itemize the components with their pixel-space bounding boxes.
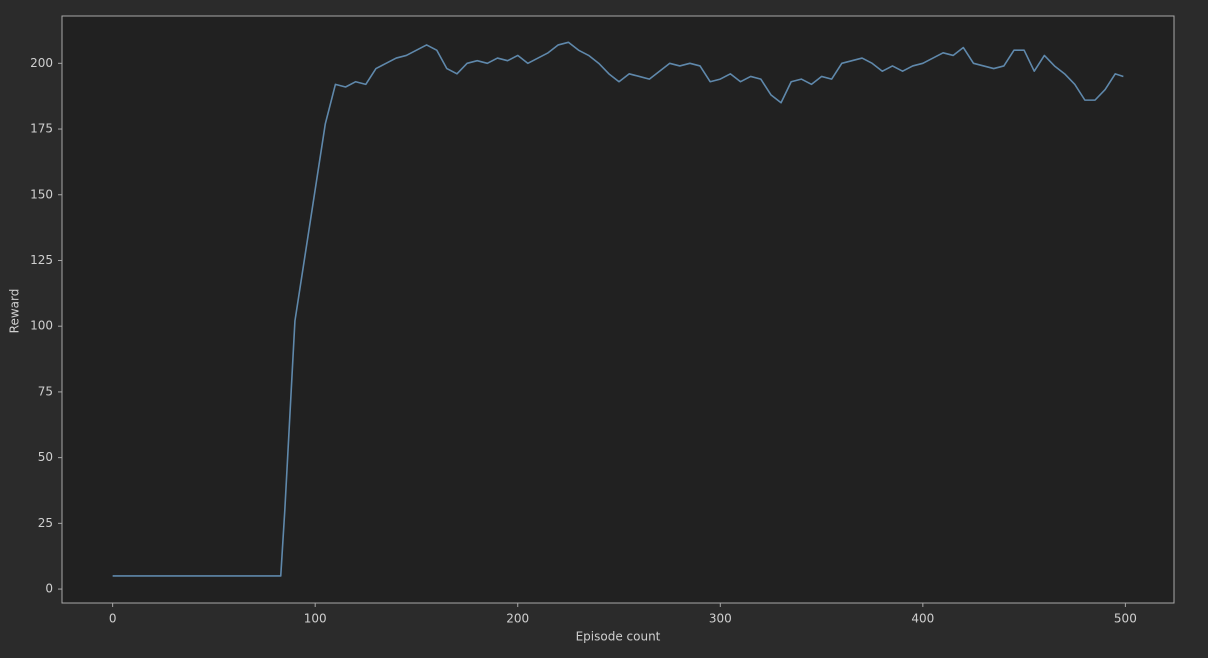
y-tick-label: 125 (30, 253, 53, 267)
y-tick-label: 175 (30, 122, 53, 136)
y-tick-label: 50 (38, 450, 53, 464)
line (112, 41, 1124, 577)
x-axis-label: Episode count (576, 630, 661, 644)
x-tick-label: 300 (709, 612, 732, 626)
y-tick-label: 0 (45, 582, 53, 596)
x-tick-label: 0 (109, 612, 117, 626)
y-tick-label: 75 (38, 384, 53, 398)
x-tick-label: 400 (911, 612, 934, 626)
x-tick-label: 100 (304, 612, 327, 626)
y-tick-label: 150 (30, 187, 53, 201)
y-tick-label: 200 (30, 56, 53, 70)
y-tick-label: 100 (30, 319, 53, 333)
x-tick-label: 500 (1114, 612, 1137, 626)
y-tick-label: 25 (38, 516, 53, 530)
plot-area (61, 15, 1175, 604)
y-axis-label: Reward (8, 289, 22, 334)
x-tick-label: 200 (506, 612, 529, 626)
